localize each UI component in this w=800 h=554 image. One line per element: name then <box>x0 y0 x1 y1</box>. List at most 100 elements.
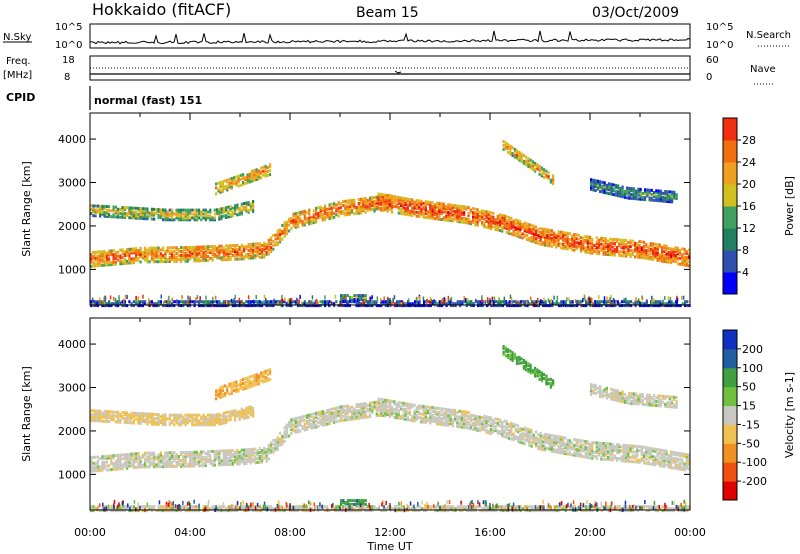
echo-cell <box>663 246 666 250</box>
echo-cell <box>586 452 589 456</box>
noise-cell <box>582 298 584 302</box>
echo-cell <box>373 209 376 213</box>
echo-cell <box>96 304 99 308</box>
echo-cell <box>92 204 95 208</box>
echo-cell <box>584 250 587 254</box>
echo-cell <box>411 208 414 212</box>
echo-cell <box>234 452 237 456</box>
echo-cell <box>328 215 331 218</box>
echo-cell <box>535 239 538 243</box>
echo-cell <box>155 254 158 258</box>
echo-cell <box>652 242 655 246</box>
echo-cell <box>144 302 147 306</box>
echo-cell <box>218 300 221 304</box>
echo-cell <box>144 207 147 211</box>
echo-cell <box>319 422 322 426</box>
echo-cell <box>643 246 646 250</box>
echo-cell <box>409 211 412 215</box>
echo-cell <box>555 235 558 239</box>
echo-cell <box>150 451 153 455</box>
echo-cell <box>99 208 102 212</box>
echo-cell <box>108 251 111 255</box>
echo-cell <box>292 419 295 423</box>
echo-cell <box>105 259 108 263</box>
echo-cell <box>375 207 378 211</box>
echo-cell <box>126 251 129 255</box>
echo-cell <box>501 428 504 432</box>
echo-cell <box>263 448 266 452</box>
echo-cell <box>626 196 629 200</box>
noise-cell <box>171 297 173 302</box>
echo-cell <box>266 170 269 173</box>
echo-cell <box>117 457 120 461</box>
echo-cell <box>225 455 228 459</box>
echo-cell <box>634 249 637 253</box>
echo-cell <box>90 212 93 215</box>
echo-cell <box>357 416 360 420</box>
echo-cell <box>360 298 363 301</box>
echo-cell <box>672 302 675 306</box>
echo-cell <box>339 202 342 206</box>
echo-cell <box>229 462 232 466</box>
echo-cell <box>315 220 318 224</box>
echo-cell <box>132 466 135 470</box>
echo-cell <box>664 197 667 201</box>
echo-cell <box>260 170 263 174</box>
echo-cell <box>137 457 140 461</box>
echo-cell <box>406 211 409 215</box>
echo-cell <box>398 300 401 304</box>
echo-cell <box>369 413 372 417</box>
echo-cell <box>288 434 291 438</box>
echo-cell <box>218 207 221 211</box>
echo-cell <box>595 252 598 256</box>
echo-cell <box>553 241 556 245</box>
echo-cell <box>513 153 516 157</box>
echo-cell <box>478 415 481 419</box>
echo-cell <box>146 451 149 455</box>
echo-cell <box>369 208 372 212</box>
echo-cell <box>103 250 106 253</box>
echo-cell <box>406 402 409 406</box>
echo-cell <box>105 209 108 212</box>
echo-cell <box>544 304 547 308</box>
echo-cell <box>144 300 147 304</box>
echo-cell <box>494 222 497 226</box>
noise-cell <box>532 302 534 307</box>
echo-cell <box>584 248 587 252</box>
echo-cell <box>281 438 284 442</box>
echo-cell <box>135 210 138 214</box>
noise-cell <box>429 296 432 301</box>
echo-cell <box>424 411 427 415</box>
echo-cell <box>220 459 223 463</box>
echo-cell <box>221 184 224 188</box>
echo-cell <box>200 255 203 259</box>
echo-cell <box>582 242 585 246</box>
station-title: Hokkaido (fitACF) <box>92 0 231 19</box>
echo-cell <box>317 413 320 417</box>
echo-cell <box>632 191 635 195</box>
echo-cell <box>141 453 144 457</box>
echo-cell <box>330 407 333 411</box>
echo-cell <box>605 185 608 189</box>
echo-cell <box>388 415 391 419</box>
echo-cell <box>640 254 643 258</box>
echo-cell <box>644 192 647 196</box>
echo-cell <box>422 416 425 420</box>
echo-cell <box>514 437 517 441</box>
echo-cell <box>460 411 463 415</box>
echo-cell <box>603 181 606 185</box>
echo-cell <box>623 191 626 195</box>
echo-cell <box>395 199 398 203</box>
noise-cell <box>509 294 512 299</box>
echo-cell <box>344 410 347 414</box>
echo-cell <box>640 256 643 259</box>
echo-cell <box>130 214 133 218</box>
echo-cell <box>200 212 203 216</box>
echo-cell <box>465 412 468 416</box>
echo-cell <box>177 459 180 462</box>
echo-cell <box>226 180 229 184</box>
echo-cell <box>256 449 259 453</box>
echo-cell <box>239 173 242 177</box>
echo-cell <box>467 422 470 426</box>
echo-cell <box>492 300 495 304</box>
